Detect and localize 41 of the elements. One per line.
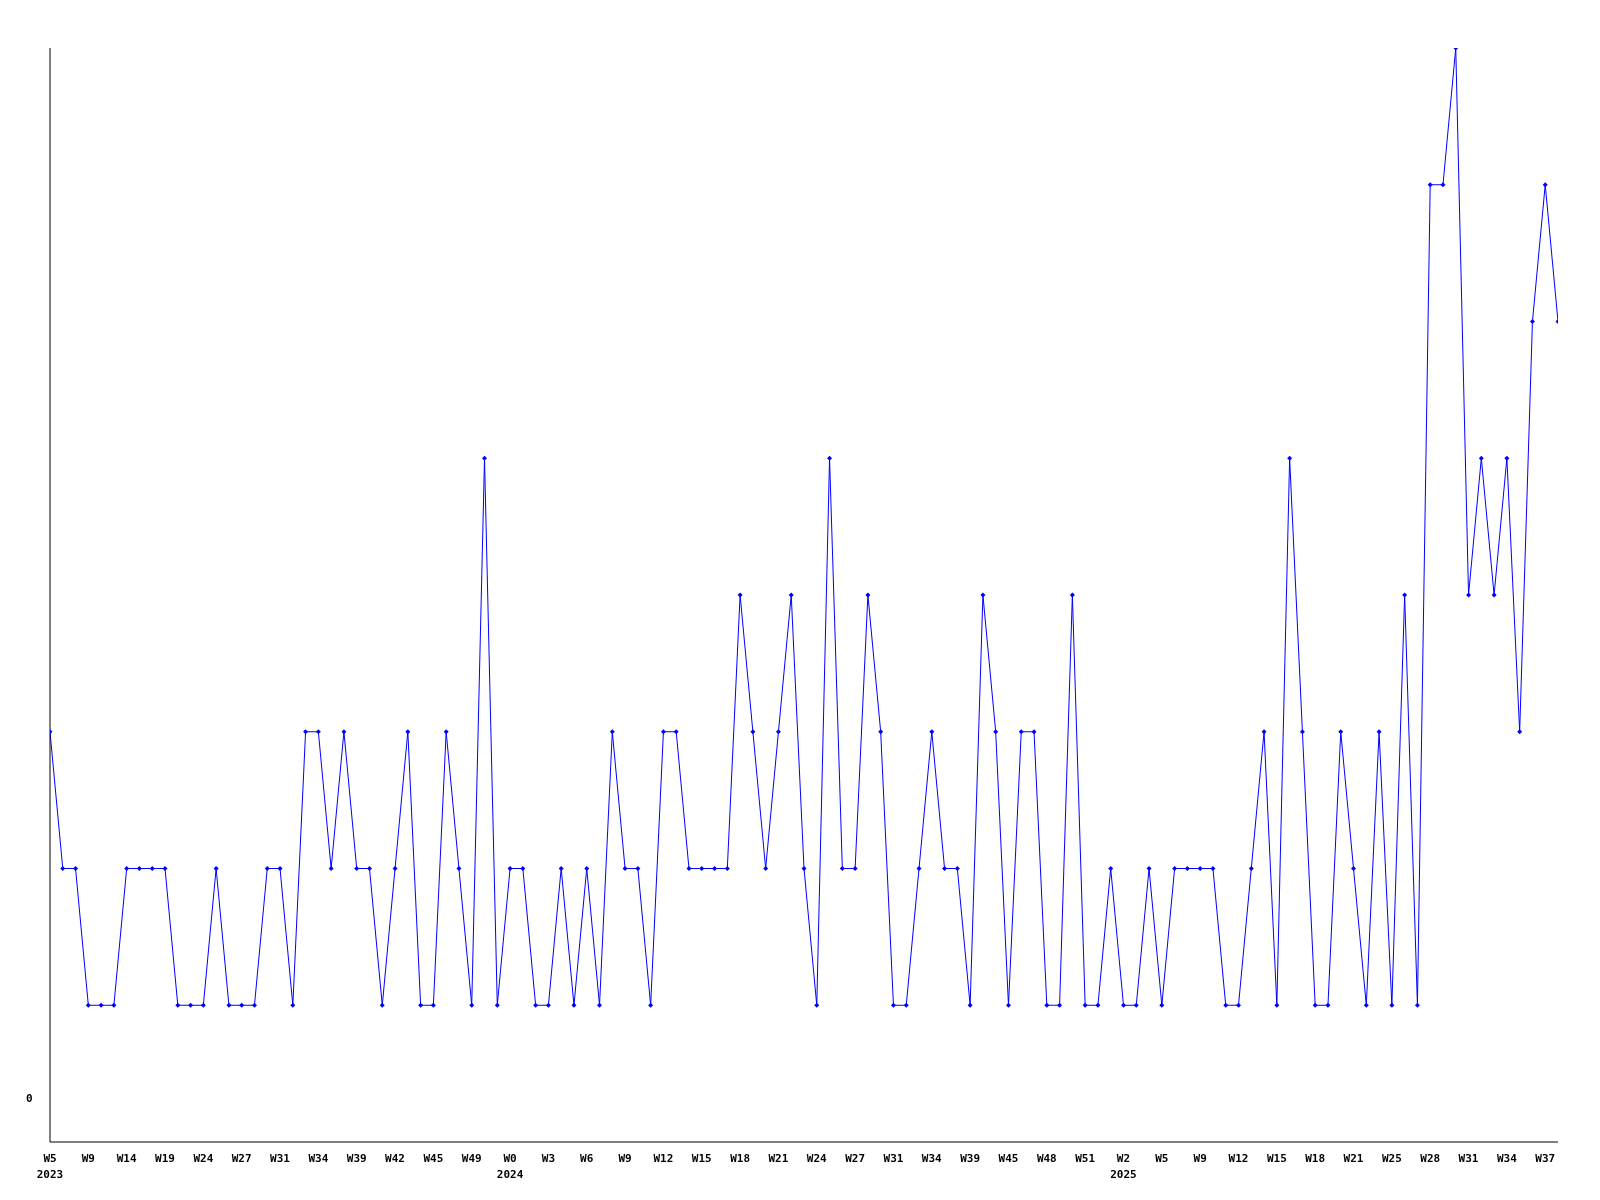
- x-tick-label: W34: [1496, 1152, 1518, 1165]
- x-tick-label: W9: [81, 1152, 95, 1165]
- x-tick-label: W34: [308, 1152, 329, 1165]
- x-tick-label: W3: [541, 1152, 556, 1165]
- x-tick-label: W45: [423, 1152, 444, 1165]
- x-tick-label: W18: [730, 1152, 751, 1165]
- x-tick-label: W5 2023: [36, 1152, 64, 1181]
- x-tick-label: W0 2024: [496, 1152, 524, 1181]
- x-tick-label: W25: [1381, 1152, 1402, 1165]
- x-tick-label: W24: [193, 1152, 214, 1165]
- x-tick-label: W37: [1535, 1152, 1556, 1165]
- x-tick-label: W31: [270, 1152, 291, 1165]
- x-tick-label: W27: [231, 1152, 252, 1165]
- x-tick-label: W31: [1458, 1152, 1479, 1165]
- x-tick-label: W12: [1228, 1152, 1249, 1165]
- x-tick-label: W14: [116, 1152, 137, 1165]
- x-tick-label: W6: [580, 1152, 594, 1165]
- x-tick-label: W12: [653, 1152, 674, 1165]
- x-tick-label: W5: [1155, 1152, 1169, 1165]
- x-tick-label: W49: [461, 1152, 482, 1165]
- x-tick-label: W2 2025: [1110, 1152, 1137, 1181]
- x-tick-label: W27: [845, 1152, 866, 1165]
- x-tick-label: W48: [1036, 1152, 1057, 1165]
- x-tick-label: W31: [883, 1152, 904, 1165]
- x-tick-label: W15: [691, 1152, 712, 1165]
- x-tick-label: W19: [155, 1152, 175, 1165]
- x-tick-label: W9: [1193, 1152, 1207, 1165]
- x-tick-label: W15: [1266, 1152, 1287, 1165]
- x-tick-label: W34: [921, 1152, 943, 1165]
- x-tick-label: W45: [998, 1152, 1019, 1165]
- x-tick-label: W39: [960, 1152, 981, 1165]
- x-tick-label: W9: [618, 1152, 632, 1165]
- text: 0: [26, 1092, 33, 1105]
- x-tick-label: W18: [1305, 1152, 1326, 1165]
- x-tick-label: W42: [385, 1152, 405, 1165]
- x-tick-label: W28: [1420, 1152, 1441, 1165]
- x-tick-label: W21: [768, 1152, 789, 1165]
- x-tick-label: W51: [1075, 1152, 1096, 1165]
- x-tick-label: W24: [806, 1152, 828, 1165]
- x-tick-label: W39: [346, 1152, 367, 1165]
- x-tick-label: W21: [1343, 1152, 1364, 1165]
